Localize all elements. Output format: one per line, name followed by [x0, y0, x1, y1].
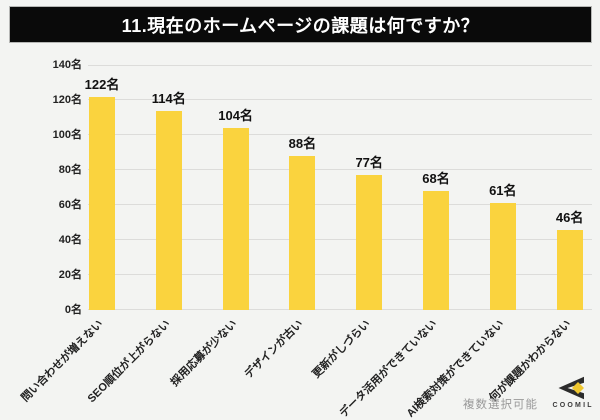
- x-tick-label: デザインが古い: [242, 318, 306, 381]
- bar: [356, 175, 383, 310]
- bar-value-label: 68名: [422, 171, 450, 186]
- bar-value-label: 88名: [288, 136, 317, 151]
- y-tick-label: 0名: [64, 304, 82, 316]
- bar: [222, 128, 249, 310]
- coomil-logo-icon: [558, 376, 584, 400]
- coomil-logo: COOMIL: [551, 376, 593, 409]
- y-tick-label: 40名: [58, 234, 82, 246]
- bar: [155, 110, 182, 310]
- multi-select-note: 複数選択可能: [463, 399, 538, 411]
- bar-value-label: 61名: [489, 183, 517, 199]
- bar: [556, 229, 583, 310]
- gridline: [88, 169, 592, 170]
- gridline: [88, 239, 592, 240]
- y-tick-label: 120名: [52, 94, 82, 106]
- y-tick-label: 140名: [52, 59, 82, 71]
- y-tick-label: 80名: [58, 164, 82, 176]
- gridline: [88, 274, 592, 275]
- coomil-logo-text: COOMIL: [552, 402, 594, 409]
- bar: [423, 191, 449, 310]
- x-tick-label: 採用応募が少ない: [168, 318, 240, 389]
- gridline: [88, 309, 592, 310]
- y-tick-label: 20名: [58, 269, 82, 281]
- bar: [489, 203, 516, 310]
- bar-value-label: 122名: [84, 76, 120, 92]
- plot-area: 122名 問い合わせが増えない 114名 SEO順位が上がらない 104名 採用応募が少な…: [19, 65, 592, 420]
- bar-value-label: 46名: [555, 209, 584, 225]
- gridline: [88, 134, 592, 135]
- x-tick-label: 更新がしづらい: [310, 318, 373, 381]
- page-title: 11.現在のホームページの課題は何ですか？: [121, 15, 480, 36]
- y-tick-label: 60名: [58, 199, 82, 211]
- gridline: [88, 65, 592, 66]
- bar-value-label: 77名: [355, 155, 383, 171]
- y-tick-label: 100名: [52, 129, 82, 141]
- gridline: [88, 99, 592, 100]
- y-axis: 0名 20名 40名 60名 80名 100名 120名 140名: [0, 59, 82, 316]
- bar-value-label: 104名: [218, 108, 253, 123]
- gridline: [88, 204, 592, 205]
- bar-value-label: 114名: [151, 90, 186, 106]
- bar: [89, 96, 115, 310]
- bar: [289, 156, 316, 310]
- chart-title-banner: 11.現在のホームページの課題は何ですか？: [10, 7, 591, 42]
